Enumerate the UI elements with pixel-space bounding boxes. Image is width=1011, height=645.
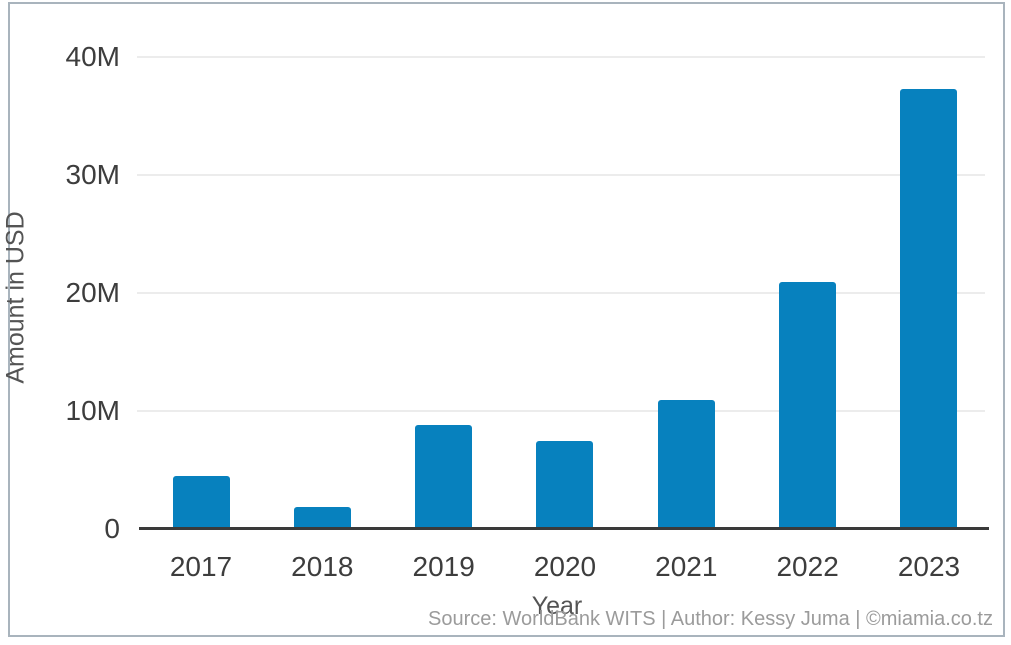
- y-tick-label-20M: 20M: [65, 277, 120, 308]
- gridline-30M: [137, 174, 985, 176]
- gridline-40M: [137, 56, 985, 58]
- y-tick-label-30M: 30M: [65, 159, 120, 190]
- x-tick-label-2020: 2020: [533, 551, 597, 582]
- x-axis-line: [139, 527, 989, 530]
- x-tick-label-2018: 2018: [291, 551, 354, 582]
- gridline-10M: [137, 410, 985, 412]
- x-tick-label-2019: 2019: [412, 551, 475, 582]
- bar-2017: [172, 475, 230, 529]
- bar-2020: [536, 440, 594, 529]
- y-axis-title: Amount in USD: [1, 211, 30, 384]
- bar-2023: [900, 88, 958, 529]
- x-tick-label-2023: 2023: [897, 551, 961, 582]
- y-tick-label-10M: 10M: [65, 395, 120, 426]
- x-tick-label-2022: 2022: [776, 551, 839, 582]
- x-axis-title: Year: [531, 592, 583, 620]
- gridline-20M: [137, 292, 985, 294]
- x-tick-label-2021: 2021: [655, 551, 718, 582]
- y-tick-label-40M: 40M: [65, 41, 120, 72]
- source-attribution: Source: WorldBank WITS | Author: Kessy J…: [428, 608, 993, 630]
- x-tick-label-2017: 2017: [169, 551, 233, 582]
- y-tick-label-0: 0: [104, 513, 120, 544]
- figure-frame: [8, 2, 1005, 637]
- bar-2022: [779, 282, 837, 529]
- bar-2018: [293, 506, 351, 529]
- bar-2021: [657, 400, 715, 529]
- bar-2019: [415, 425, 473, 529]
